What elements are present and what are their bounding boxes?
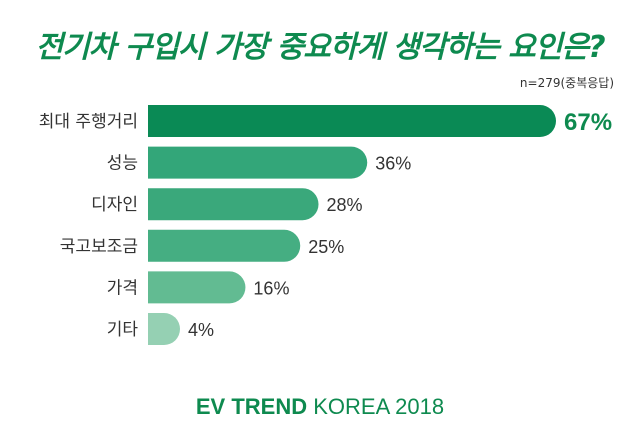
footer-brand-bold: EV TREND (195, 394, 308, 419)
value-label: 25% (308, 237, 344, 257)
category-label: 국고보조금 (60, 237, 138, 257)
category-label: 성능 (107, 154, 138, 174)
bar (148, 313, 180, 345)
bar (148, 146, 368, 179)
category-label: 가격 (107, 278, 138, 298)
category-label: 기타 (107, 320, 139, 340)
value-label: 36% (375, 154, 411, 174)
bar (148, 229, 301, 262)
footer-brand-light: KOREA 2018 (307, 394, 445, 419)
chart-title: 전기차 구입시 가장 중요하게 생각하는 요인은? (35, 30, 605, 65)
bar (148, 271, 246, 304)
value-label: 16% (253, 278, 289, 298)
bar (148, 188, 319, 221)
value-label: 28% (327, 195, 363, 215)
value-label: 4% (188, 320, 214, 340)
footer-brand: EV TREND KOREA 2018 (0, 394, 640, 420)
bar (148, 105, 556, 137)
sample-note: n=279(중복응답) (519, 76, 614, 90)
category-label: 최대 주행거리 (39, 112, 138, 132)
category-label: 디자인 (91, 195, 138, 215)
value-label: 67% (564, 109, 612, 136)
